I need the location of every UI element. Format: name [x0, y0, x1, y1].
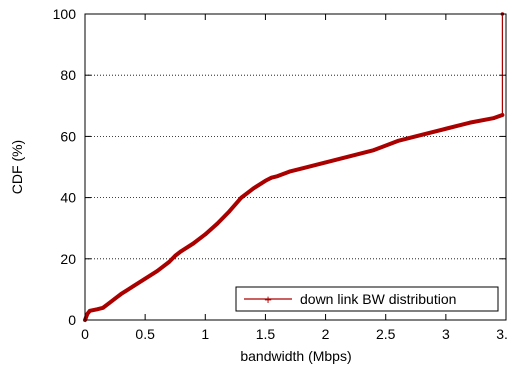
- data-point-0-22: [269, 175, 274, 180]
- legend-label: down link BW distribution: [300, 291, 456, 307]
- x-tick-label-2: 1: [201, 326, 209, 342]
- data-point-0-16: [203, 232, 208, 237]
- data-point-0-11: [155, 269, 159, 273]
- data-point-0-29: [395, 139, 400, 143]
- y-tick-label-5: 100: [53, 6, 77, 22]
- data-point-0-3: [88, 309, 92, 313]
- data-point-0-33: [492, 116, 496, 120]
- data-point-0-9: [131, 284, 135, 289]
- y-tick-label-4: 80: [60, 67, 76, 83]
- data-point-0-12: [167, 260, 171, 264]
- data-point-0-7: [113, 296, 117, 301]
- y-tick-label-0: 0: [68, 312, 76, 328]
- x-tick-label-4: 2: [322, 326, 330, 342]
- x-axis-label: bandwidth (Mbps): [240, 348, 351, 364]
- x-tick-label-0: 0: [81, 326, 89, 342]
- axes: [84, 13, 507, 321]
- data-point-0-31: [444, 126, 448, 131]
- data-point-0-23: [275, 174, 280, 178]
- x-tick-label-1: 0.5: [135, 326, 155, 342]
- data-point-0-4: [95, 307, 99, 312]
- data-point-0-6: [107, 301, 111, 305]
- y-tick-label-1: 20: [60, 251, 76, 267]
- data-point-0-13: [173, 253, 178, 258]
- x-tick-label-3: 1.5: [256, 326, 276, 342]
- tick-labels: 0 20 40 60 80 100 0 0.5 1 1.5 2 2.5 3 3.5: [53, 6, 508, 342]
- data-point-0-10: [143, 276, 147, 281]
- data-point-0-32: [468, 120, 472, 125]
- data-point-0-19: [239, 195, 244, 200]
- legend-marker: +: [264, 292, 272, 307]
- data-point-0-28: [371, 148, 376, 152]
- y-tick-label-2: 40: [60, 190, 76, 206]
- x-tick-label-7: 3.5: [496, 326, 508, 342]
- data-point-0-18: [227, 209, 232, 214]
- plot-frame: [84, 13, 507, 321]
- data-point-0-26: [323, 160, 328, 165]
- data-point-0-5: [101, 305, 105, 310]
- data-point-0-34: [500, 113, 505, 117]
- data-point-0-8: [119, 292, 123, 296]
- data-point-0-27: [347, 154, 352, 159]
- data-point-0-14: [179, 249, 184, 253]
- y-tick-label-3: 60: [60, 128, 76, 144]
- x-tick-label-6: 3: [442, 326, 450, 342]
- data-point-0-17: [215, 221, 220, 226]
- data-point-0-30: [420, 133, 424, 137]
- legend: + down link BW distribution: [235, 286, 499, 312]
- series-layer: [83, 12, 505, 322]
- data-point-0-20: [251, 186, 256, 191]
- data-point-0-15: [191, 241, 196, 246]
- x-tick-label-5: 2.5: [376, 326, 396, 342]
- data-point-0-2: [85, 312, 90, 316]
- data-point-0-24: [287, 169, 292, 174]
- data-point-0-21: [263, 178, 268, 183]
- data-point-0-25: [299, 166, 304, 171]
- y-axis-label: CDF (%): [9, 140, 25, 194]
- grid-lines: [85, 74, 506, 260]
